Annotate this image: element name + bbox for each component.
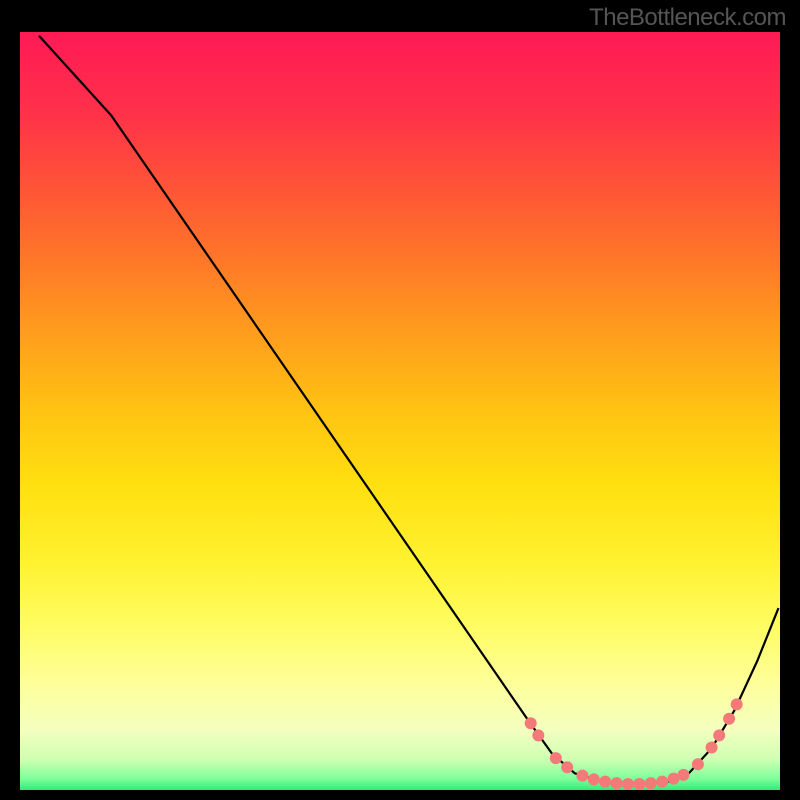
bottleneck-chart — [0, 0, 800, 800]
data-marker — [714, 730, 725, 741]
data-marker — [645, 778, 656, 789]
data-marker — [706, 742, 717, 753]
data-marker — [724, 713, 735, 724]
data-marker — [692, 759, 703, 770]
data-marker — [533, 730, 544, 741]
data-marker — [634, 778, 645, 789]
data-marker — [550, 753, 561, 764]
chart-background — [20, 32, 780, 790]
data-marker — [657, 776, 668, 787]
data-marker — [731, 699, 742, 710]
data-marker — [525, 718, 536, 729]
data-marker — [611, 778, 622, 789]
data-marker — [668, 773, 679, 784]
chart-container — [0, 0, 800, 800]
data-marker — [678, 769, 689, 780]
data-marker — [600, 776, 611, 787]
data-marker — [577, 770, 588, 781]
data-marker — [588, 774, 599, 785]
watermark-text: TheBottleneck.com — [589, 4, 786, 32]
data-marker — [562, 762, 573, 773]
data-marker — [623, 778, 634, 789]
